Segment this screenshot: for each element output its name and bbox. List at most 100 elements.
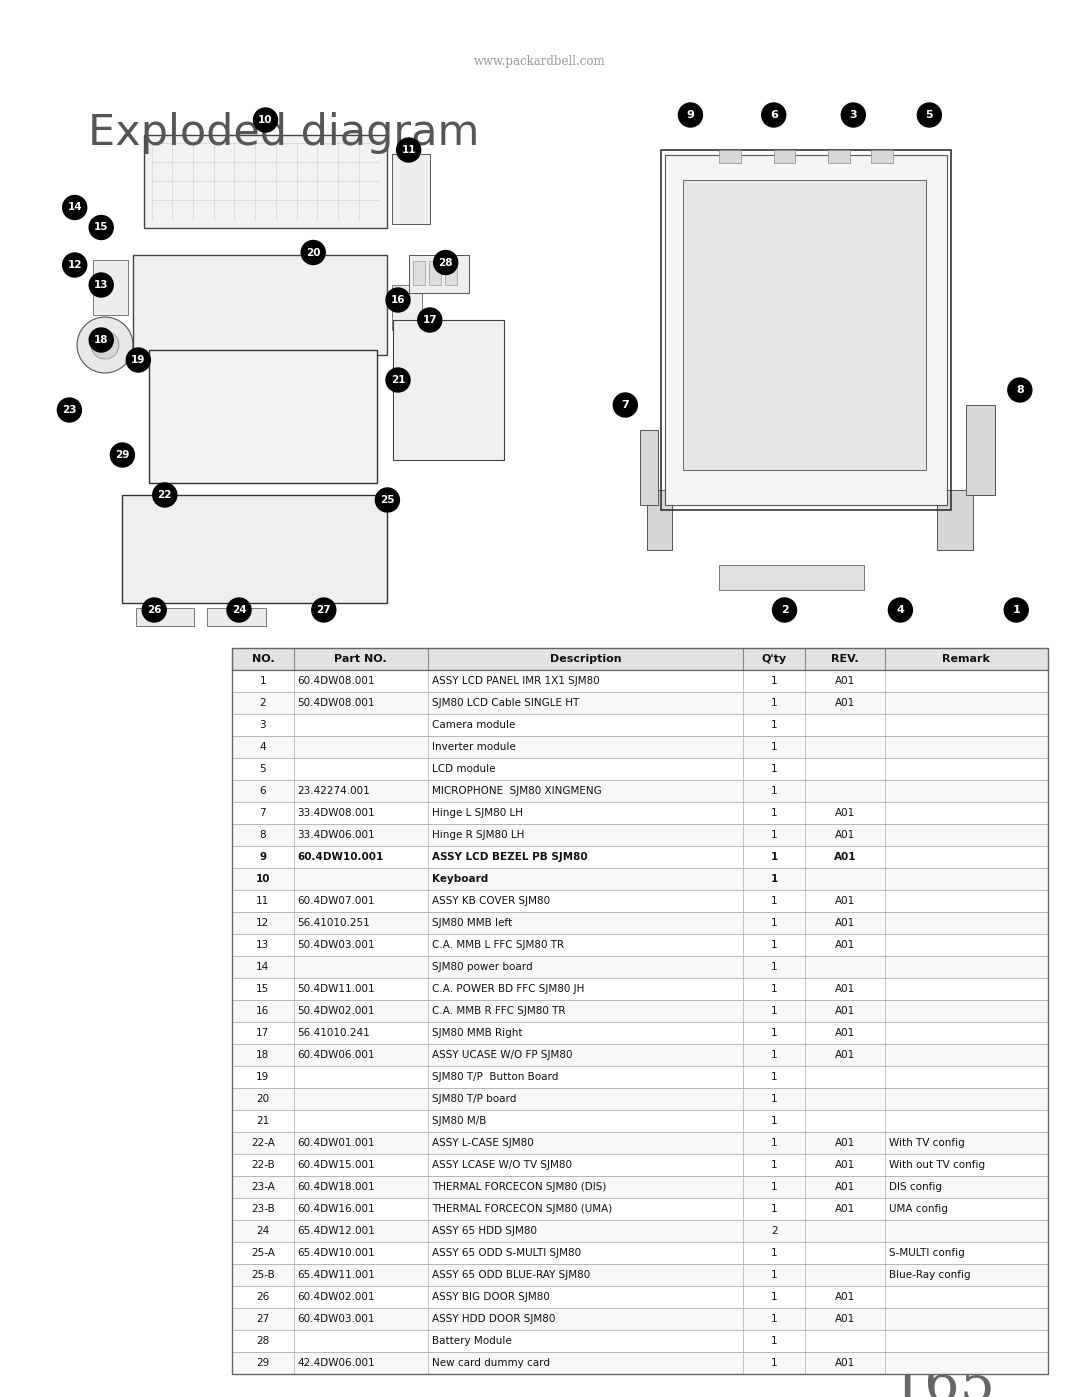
Circle shape — [917, 103, 942, 127]
Bar — [232, 956, 1048, 978]
Bar — [397, 342, 499, 351]
Circle shape — [146, 284, 150, 286]
Text: 33.4DW08.001: 33.4DW08.001 — [298, 807, 375, 819]
Text: 16: 16 — [256, 1006, 269, 1016]
Text: SJM80 LCD Cable SINGLE HT: SJM80 LCD Cable SINGLE HT — [432, 698, 579, 708]
Text: A01: A01 — [835, 830, 855, 840]
Text: 16: 16 — [391, 295, 405, 305]
Text: Battery Module: Battery Module — [432, 1336, 512, 1345]
Text: 50.4DW02.001: 50.4DW02.001 — [298, 1006, 375, 1016]
Text: MICROPHONE  SJM80 XINGMENG: MICROPHONE SJM80 XINGMENG — [432, 787, 602, 796]
Text: SJM80 M/B: SJM80 M/B — [432, 1116, 486, 1126]
Text: 65.4DW11.001: 65.4DW11.001 — [298, 1270, 376, 1280]
Bar — [232, 935, 1048, 956]
Bar — [232, 1088, 1048, 1111]
Bar — [397, 356, 499, 365]
Circle shape — [227, 598, 251, 622]
Bar — [93, 260, 129, 314]
Bar — [232, 978, 1048, 1000]
Bar — [392, 154, 431, 224]
Circle shape — [613, 393, 637, 416]
Text: SJM80 T/P board: SJM80 T/P board — [432, 1094, 516, 1104]
Bar — [217, 186, 278, 218]
Text: 50.4DW08.001: 50.4DW08.001 — [298, 698, 375, 708]
Bar — [232, 736, 1048, 759]
Text: THERMAL FORCECON SJM80 (UMA): THERMAL FORCECON SJM80 (UMA) — [432, 1204, 612, 1214]
Bar — [232, 890, 1048, 912]
Bar — [252, 423, 285, 433]
Text: 1: 1 — [771, 764, 778, 774]
Circle shape — [90, 272, 113, 298]
Text: LCD module: LCD module — [432, 764, 496, 774]
Text: 42.4DW06.001: 42.4DW06.001 — [298, 1358, 375, 1368]
Text: 60.4DW03.001: 60.4DW03.001 — [298, 1315, 375, 1324]
Text: 14: 14 — [256, 963, 269, 972]
Bar — [235, 377, 254, 387]
Text: 21: 21 — [256, 1116, 269, 1126]
Circle shape — [57, 398, 81, 422]
Circle shape — [63, 253, 86, 277]
Text: 3: 3 — [259, 719, 266, 731]
Bar — [397, 370, 499, 379]
Bar — [392, 285, 422, 330]
Text: 5: 5 — [926, 110, 933, 120]
Circle shape — [434, 250, 458, 274]
Text: 22-B: 22-B — [251, 1160, 274, 1171]
Text: 1: 1 — [771, 1270, 778, 1280]
Text: C.A. POWER BD FFC SJM80 JH: C.A. POWER BD FFC SJM80 JH — [432, 983, 584, 995]
Text: 60.4DW02.001: 60.4DW02.001 — [298, 1292, 375, 1302]
Bar — [413, 261, 424, 285]
Text: 1: 1 — [771, 918, 778, 928]
Text: 10: 10 — [256, 875, 270, 884]
Bar — [232, 1044, 1048, 1066]
Text: 1: 1 — [771, 676, 778, 686]
Circle shape — [889, 598, 913, 622]
Text: 21: 21 — [391, 374, 405, 386]
Text: 60.4DW01.001: 60.4DW01.001 — [298, 1139, 375, 1148]
Circle shape — [146, 289, 150, 293]
Bar — [172, 370, 199, 386]
Circle shape — [301, 240, 325, 264]
Text: 1: 1 — [771, 1139, 778, 1148]
Text: A01: A01 — [835, 1315, 855, 1324]
Circle shape — [418, 307, 442, 332]
Text: A01: A01 — [835, 1051, 855, 1060]
Text: 25-B: 25-B — [251, 1270, 274, 1280]
Circle shape — [90, 215, 113, 239]
Circle shape — [90, 328, 113, 352]
Text: 1: 1 — [259, 676, 266, 686]
Bar — [966, 405, 995, 495]
Bar — [232, 802, 1048, 824]
Text: 19: 19 — [256, 1071, 269, 1083]
Text: 1: 1 — [771, 1160, 778, 1171]
Circle shape — [841, 103, 865, 127]
Text: UMA config: UMA config — [889, 1204, 947, 1214]
Text: 28: 28 — [438, 257, 453, 267]
Circle shape — [386, 288, 410, 312]
Circle shape — [63, 196, 86, 219]
Circle shape — [376, 488, 400, 511]
Text: 20: 20 — [256, 1094, 269, 1104]
Text: 56.41010.251: 56.41010.251 — [298, 918, 370, 928]
Bar — [228, 515, 338, 570]
Text: A01: A01 — [835, 1006, 855, 1016]
Text: Blue-Ray config: Blue-Ray config — [889, 1270, 971, 1280]
Text: A01: A01 — [835, 698, 855, 708]
Text: 13: 13 — [256, 940, 269, 950]
Text: ASSY 65 ODD BLUE-RAY SJM80: ASSY 65 ODD BLUE-RAY SJM80 — [432, 1270, 590, 1280]
Bar — [232, 1154, 1048, 1176]
Bar — [232, 1330, 1048, 1352]
Text: 60.4DW08.001: 60.4DW08.001 — [298, 676, 375, 686]
Text: 1: 1 — [771, 1094, 778, 1104]
Text: 10: 10 — [258, 115, 273, 124]
Text: 13: 13 — [94, 279, 108, 291]
Text: 1: 1 — [771, 787, 778, 796]
Text: 60.4DW18.001: 60.4DW18.001 — [298, 1182, 375, 1192]
Text: A01: A01 — [835, 895, 855, 907]
Circle shape — [146, 295, 150, 299]
Text: ASSY LCASE W/O TV SJM80: ASSY LCASE W/O TV SJM80 — [432, 1160, 571, 1171]
Text: 4: 4 — [259, 742, 266, 752]
Bar — [232, 692, 1048, 714]
Circle shape — [126, 348, 150, 372]
Bar — [232, 714, 1048, 736]
